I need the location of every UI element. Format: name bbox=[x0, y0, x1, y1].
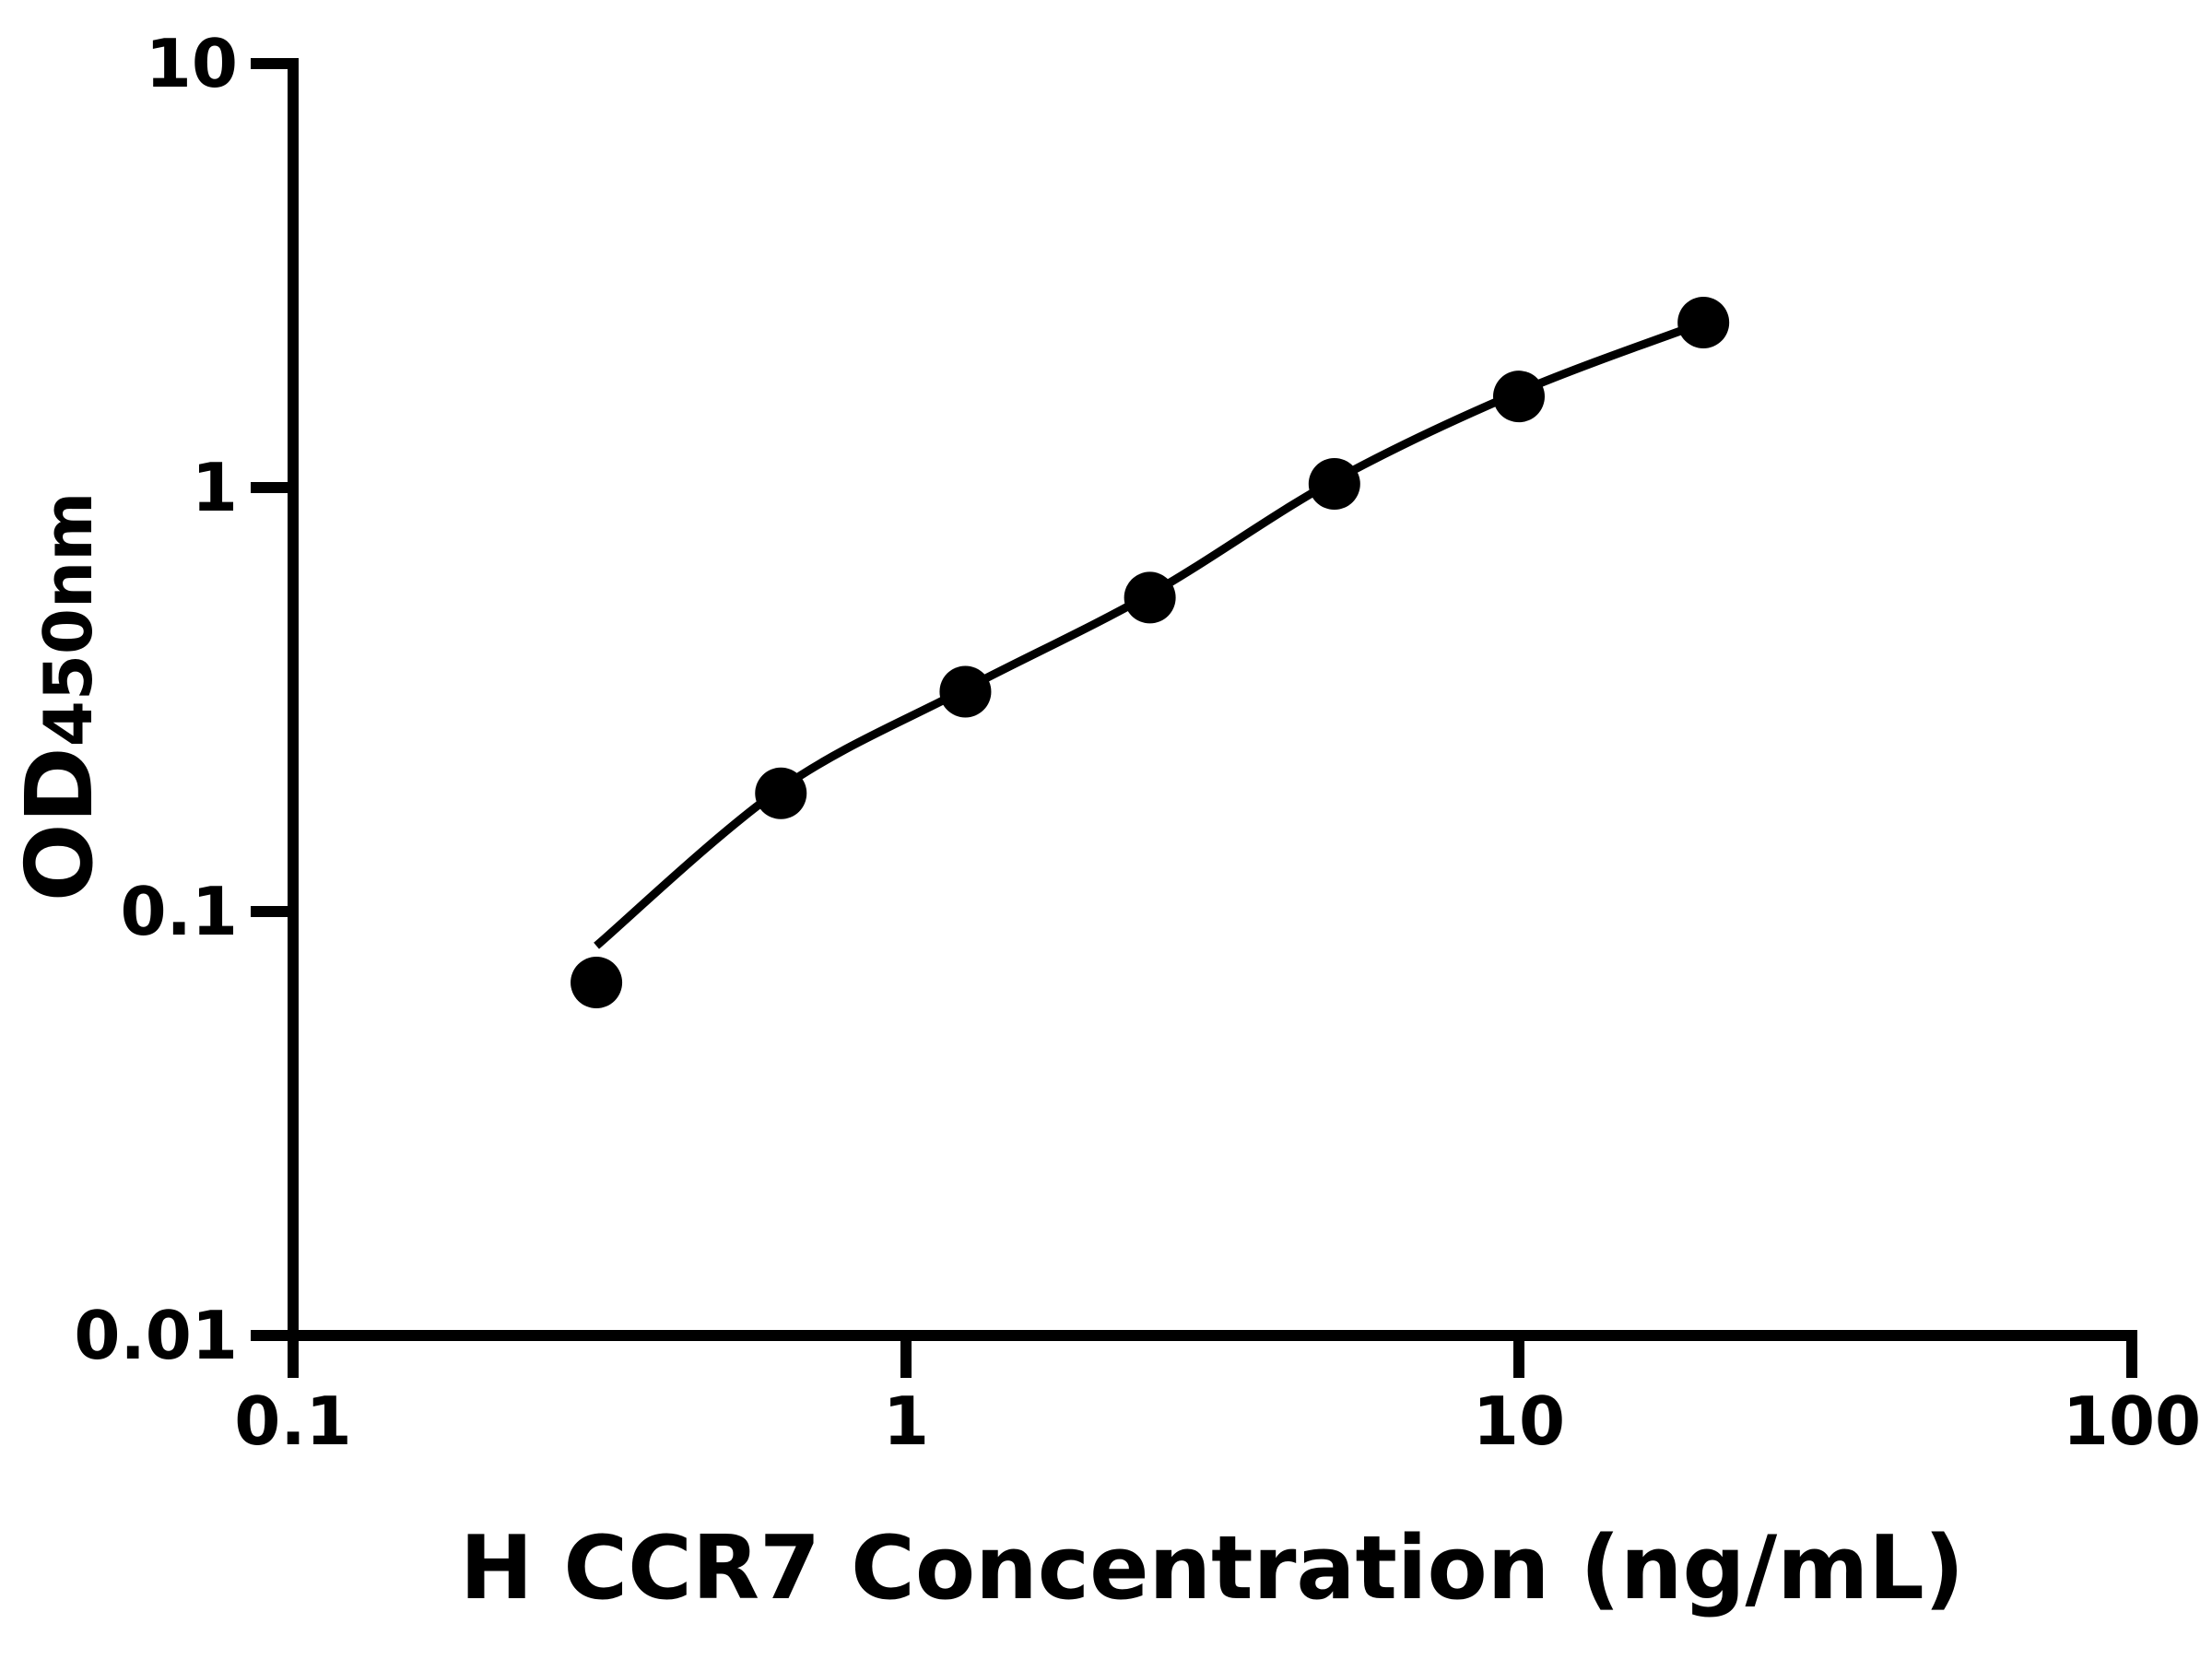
x-axis-title: H CCR7 Concentration (ng/mL) bbox=[459, 1518, 1965, 1619]
data-point-marker bbox=[571, 957, 623, 1009]
x-tick-label-10: 10 bbox=[1472, 1382, 1566, 1460]
data-point-marker bbox=[1493, 371, 1545, 423]
y-axis-title-sub: 450nm bbox=[29, 491, 107, 747]
x-tick-label-1: 1 bbox=[882, 1382, 930, 1460]
data-point-marker bbox=[1124, 571, 1176, 624]
data-point-marker bbox=[1308, 458, 1360, 511]
data-point-marker bbox=[1677, 296, 1730, 348]
x-tick-label-100: 100 bbox=[2062, 1382, 2202, 1460]
x-tick-label-0-1: 0.1 bbox=[234, 1382, 352, 1460]
fit-curve bbox=[594, 318, 1705, 949]
y-tick-label-0-1: 0.1 bbox=[120, 873, 238, 950]
data-point-marker bbox=[939, 665, 992, 718]
y-tick-label-1: 1 bbox=[191, 449, 238, 526]
y-tick-label-10: 10 bbox=[145, 25, 238, 102]
y-tick-label-0-01: 0.01 bbox=[74, 1297, 238, 1374]
data-point-marker bbox=[755, 767, 807, 819]
